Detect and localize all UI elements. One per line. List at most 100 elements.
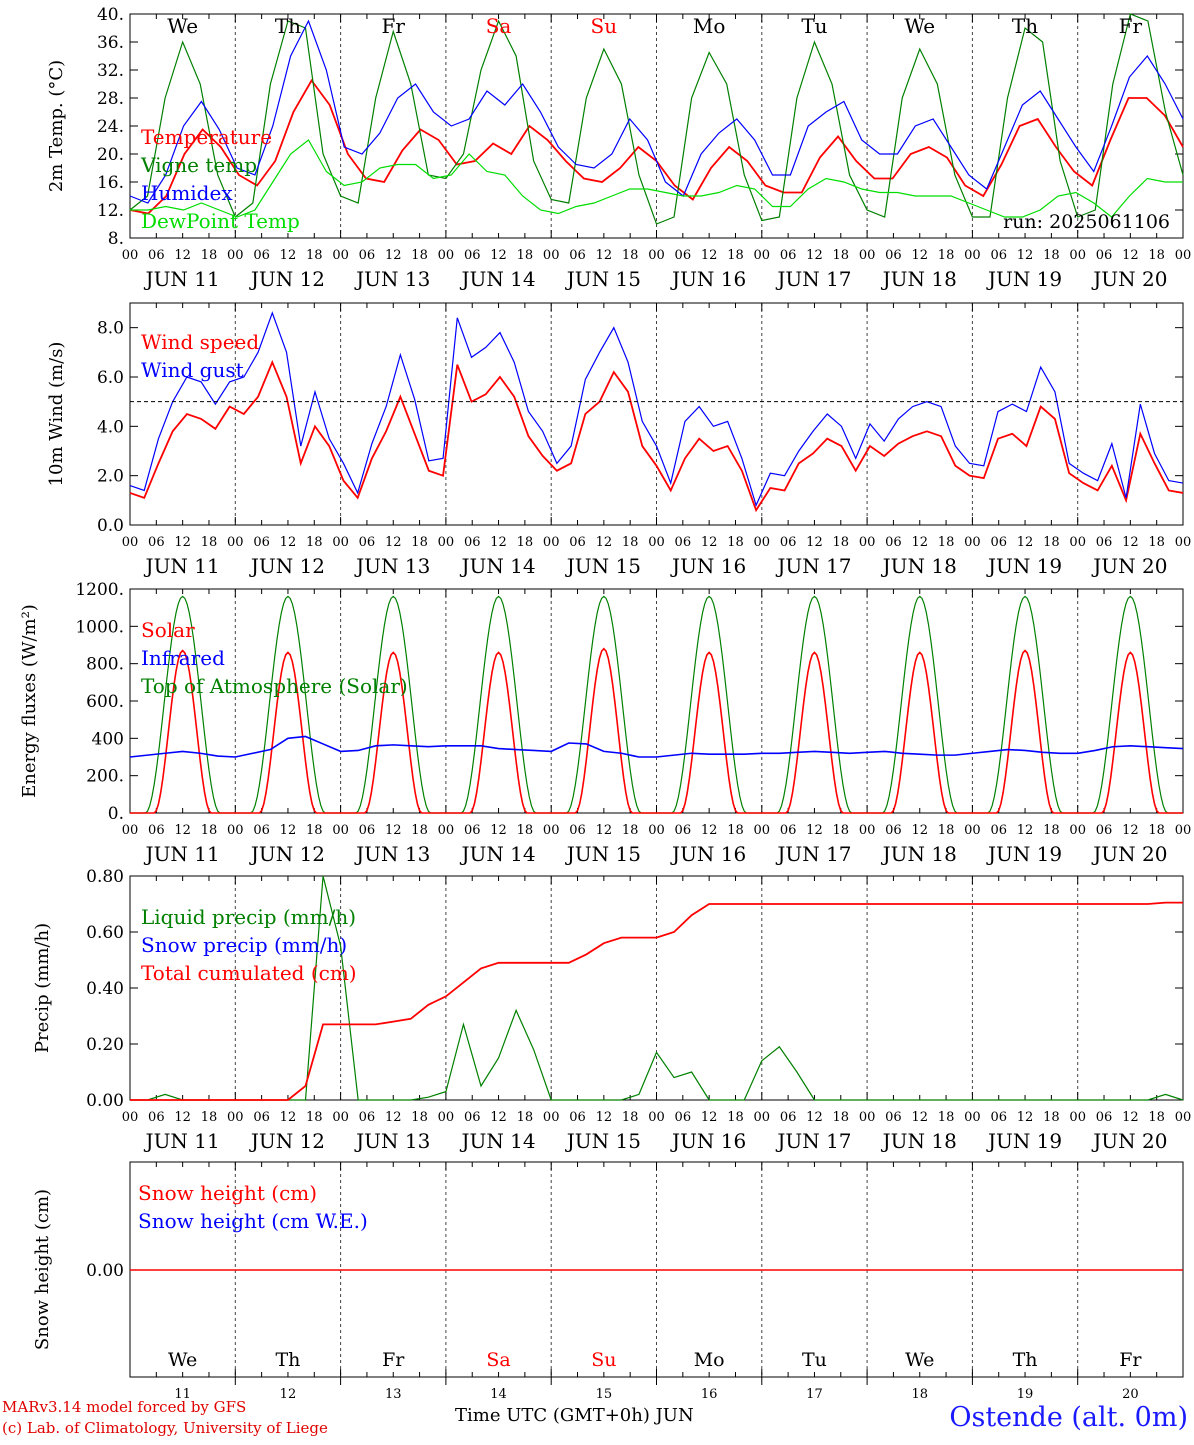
hour-label: 18 (306, 1110, 323, 1125)
hour-label: 18 (517, 535, 534, 550)
hour-label: 00 (648, 1110, 665, 1125)
hour-label: 18 (1148, 535, 1165, 550)
hour-label: 06 (675, 823, 692, 838)
hour-label: 12 (701, 1110, 718, 1125)
hour-label: 12 (174, 535, 191, 550)
weekday-label-top: Fr (1119, 14, 1143, 38)
station-name: Ostende (alt. 0m) (949, 1402, 1188, 1433)
y-tick-label: 0.20 (86, 1035, 124, 1055)
hour-label: 12 (385, 535, 402, 550)
hour-label: 18 (1043, 535, 1060, 550)
y-axis-label: Precip (mm/h) (32, 923, 53, 1053)
hour-label: 00 (332, 248, 349, 263)
hour-label: 00 (648, 535, 665, 550)
hour-label: 06 (148, 535, 165, 550)
hour-label: 06 (359, 823, 376, 838)
date-label: JUN 11 (144, 1129, 220, 1153)
hour-label: 00 (332, 1110, 349, 1125)
weekday-label-top: Th (275, 14, 301, 38)
date-label: JUN 15 (565, 554, 641, 578)
hour-label: 06 (569, 248, 586, 263)
hour-label: 06 (569, 823, 586, 838)
hour-label: 12 (806, 1110, 823, 1125)
y-tick-label: 6.0 (97, 368, 124, 388)
hour-label: 06 (675, 535, 692, 550)
hour-label: 18 (622, 1110, 639, 1125)
hour-label: 06 (885, 248, 902, 263)
date-label: JUN 20 (1091, 1129, 1167, 1153)
hour-label: 18 (517, 1110, 534, 1125)
date-label: JUN 15 (565, 267, 641, 291)
hour-label: 18 (833, 535, 850, 550)
y-tick-label: 200. (86, 767, 124, 787)
legend-entry: Top of Atmosphere (Solar) (141, 674, 408, 698)
y-tick-label: 0.80 (86, 867, 124, 887)
panel-frame (129, 588, 1184, 814)
dewpoint-temp-line (130, 139, 1183, 218)
hour-label: 18 (306, 535, 323, 550)
date-label: JUN 17 (775, 842, 851, 866)
hour-label: 06 (990, 823, 1007, 838)
hour-label: 00 (543, 248, 560, 263)
hour-label: 12 (1017, 535, 1034, 550)
hour-label: 00 (1175, 823, 1192, 838)
date-label: JUN 14 (459, 842, 535, 866)
hour-label: 00 (122, 535, 139, 550)
hour-label: 18 (411, 248, 428, 263)
date-label: JUN 13 (354, 842, 430, 866)
weekday-label-bottom: Sa (486, 1349, 510, 1371)
hour-label: 00 (1175, 248, 1192, 263)
hour-label: 12 (596, 1110, 613, 1125)
weekday-label-bottom: Mo (694, 1349, 725, 1371)
wind-speed-line (129, 359, 1184, 513)
date-label: JUN 19 (986, 554, 1062, 578)
hour-label: 00 (754, 248, 771, 263)
day-number-label: 13 (385, 1387, 402, 1402)
hour-label: 06 (359, 535, 376, 550)
total-cumulated-cm-line (130, 901, 1183, 1101)
legend-entry: DewPoint Temp (141, 209, 300, 233)
y-tick-label: 4.0 (97, 417, 124, 437)
hour-label: 00 (964, 535, 981, 550)
hour-label: 06 (464, 823, 481, 838)
weekday-label-bottom: Fr (382, 1349, 405, 1371)
hour-label: 06 (253, 823, 270, 838)
weekday-label-top: We (904, 14, 935, 38)
date-label: JUN 12 (249, 554, 325, 578)
weekday-label-bottom: Fr (1119, 1349, 1142, 1371)
hour-label: 00 (754, 535, 771, 550)
date-label: JUN 16 (670, 842, 746, 866)
weekday-label-top: Tu (801, 14, 827, 38)
infrared-line (129, 735, 1184, 758)
legend-entry: Snow precip (mm/h) (141, 933, 347, 957)
date-label: JUN 19 (986, 1129, 1062, 1153)
hour-label: 12 (596, 248, 613, 263)
day-number-label: 12 (280, 1387, 297, 1402)
hour-label: 18 (1148, 248, 1165, 263)
hour-label: 00 (754, 1110, 771, 1125)
hour-label: 00 (1175, 1110, 1192, 1125)
hour-label: 18 (306, 248, 323, 263)
date-label: JUN 12 (249, 1129, 325, 1153)
date-label: JUN 20 (1091, 842, 1167, 866)
y-tick-label: 24. (97, 117, 124, 137)
hour-label: 00 (122, 823, 139, 838)
hour-label: 18 (727, 823, 744, 838)
day-number-label: 19 (1017, 1387, 1034, 1402)
hour-label: 00 (859, 823, 876, 838)
hour-label: 06 (780, 1110, 797, 1125)
hour-label: 18 (201, 1110, 218, 1125)
hour-label: 18 (938, 823, 955, 838)
hour-label: 12 (701, 535, 718, 550)
y-axis-label: 2m Temp. (°C) (46, 60, 67, 192)
date-label: JUN 14 (459, 1129, 535, 1153)
hour-label: 12 (596, 823, 613, 838)
hour-label: 12 (701, 823, 718, 838)
hour-label: 06 (1096, 823, 1113, 838)
date-label: JUN 17 (775, 267, 851, 291)
y-tick-label: 2.0 (97, 467, 124, 487)
day-number-label: 11 (174, 1387, 191, 1402)
date-label: JUN 18 (881, 267, 957, 291)
